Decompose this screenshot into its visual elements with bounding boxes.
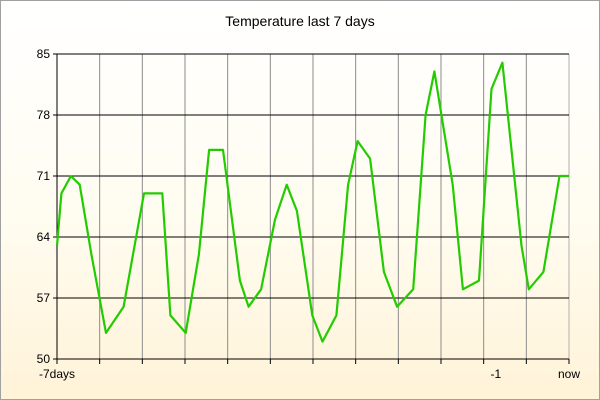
x-tick-label: -7days xyxy=(39,367,75,381)
y-tick-label: 78 xyxy=(37,108,51,122)
y-tick-label: 85 xyxy=(37,47,51,61)
y-tick-label: 64 xyxy=(37,230,51,244)
y-tick-label: 50 xyxy=(37,352,51,366)
chart-title: Temperature last 7 days xyxy=(225,13,375,29)
y-tick-label: 57 xyxy=(37,291,51,305)
x-tick-label: now xyxy=(558,367,580,381)
x-tick-label: -1 xyxy=(491,367,502,381)
temperature-series-line xyxy=(55,61,569,343)
y-tick-label: 71 xyxy=(37,169,51,183)
